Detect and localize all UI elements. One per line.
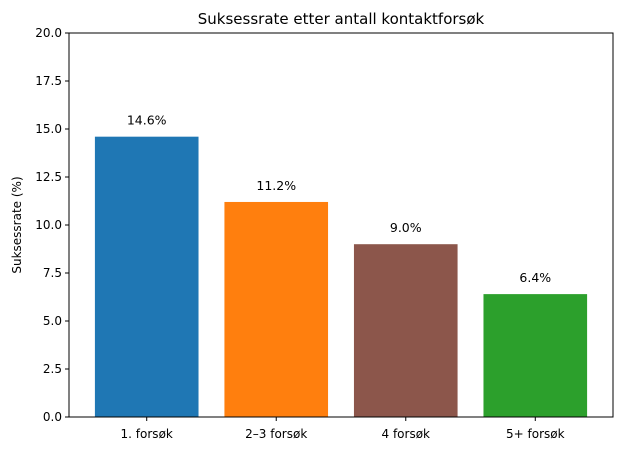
plot-frame [68, 32, 614, 418]
y-tick-label: 12.5 [35, 170, 62, 184]
bar [353, 244, 458, 417]
y-tick-label: 10.0 [35, 218, 62, 232]
x-axis: 1. forsøk 2–3 forsøk 4 forsøk 5+ forsøk [121, 417, 565, 441]
bar [94, 136, 199, 417]
y-tick-label: 2.5 [43, 362, 62, 376]
y-tick-label: 15.0 [35, 122, 62, 136]
data-labels-group: 14.6% 11.2% 9.0% 6.4% [127, 113, 551, 285]
chart-title: Suksessrate etter antall kontaktforsøk [198, 10, 485, 28]
x-tick-label: 2–3 forsøk [245, 427, 307, 441]
data-label: 9.0% [390, 220, 422, 235]
y-tick-label: 20.0 [35, 26, 62, 40]
y-tick-label: 17.5 [35, 74, 62, 88]
bar [224, 201, 329, 417]
data-label: 6.4% [519, 270, 551, 285]
y-tick-label: 5.0 [43, 314, 62, 328]
bar [483, 294, 588, 417]
y-axis-label: Suksessrate (%) [10, 176, 24, 273]
data-label: 11.2% [256, 178, 296, 193]
bars-group [94, 136, 588, 417]
y-axis: 0.0 2.5 5.0 7.5 10.0 12.5 15.0 17.5 20.0 [35, 26, 69, 424]
y-tick-label: 0.0 [43, 410, 62, 424]
x-tick-label: 1. forsøk [121, 427, 173, 441]
data-label: 14.6% [127, 113, 167, 128]
y-tick-label: 7.5 [43, 266, 62, 280]
x-tick-label: 4 forsøk [382, 427, 431, 441]
x-tick-label: 5+ forsøk [506, 427, 565, 441]
